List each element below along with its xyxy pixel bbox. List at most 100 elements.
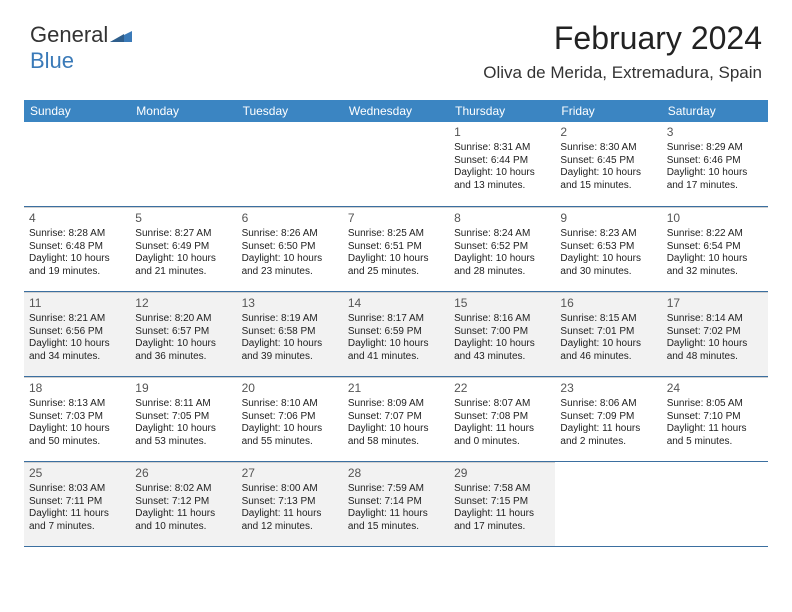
sunrise-line: Sunrise: 8:09 AM: [348, 398, 444, 411]
week-row: 18Sunrise: 8:13 AMSunset: 7:03 PMDayligh…: [24, 377, 768, 462]
sunset-line: Sunset: 7:03 PM: [29, 411, 125, 424]
sunset-line: Sunset: 7:01 PM: [560, 326, 656, 339]
sunset-line: Sunset: 6:51 PM: [348, 241, 444, 254]
day-number: 16: [560, 296, 656, 311]
daylight-line: Daylight: 10 hours and 39 minutes.: [242, 338, 338, 363]
day-cell-23: 23 Sunrise: 8:06 AMSunset: 7:09 PMDayligh…: [555, 377, 661, 461]
sunrise-line: Sunrise: 8:03 AM: [29, 483, 125, 496]
dow-saturday: Saturday: [662, 100, 768, 122]
sunset-line: Sunset: 6:46 PM: [667, 155, 763, 168]
sunrise-line: Sunrise: 8:28 AM: [29, 228, 125, 241]
day-number: 18: [29, 381, 125, 396]
day-number: 6: [242, 211, 338, 226]
day-cell-26: 26Sunrise: 8:02 AMSunset: 7:12 PMDayligh…: [130, 462, 236, 546]
day-cell-21: 21Sunrise: 8:09 AMSunset: 7:07 PMDayligh…: [343, 377, 449, 461]
sunrise-line: Sunrise: 8:20 AM: [135, 313, 231, 326]
daylight-line: Daylight: 10 hours and 58 minutes.: [348, 423, 444, 448]
day-cell-18: 18Sunrise: 8:13 AMSunset: 7:03 PMDayligh…: [24, 377, 130, 461]
logo-text-gray: General: [30, 22, 108, 47]
day-cell-24: 24Sunrise: 8:05 AMSunset: 7:10 PMDayligh…: [662, 377, 768, 461]
daylight-line: Daylight: 10 hours and 55 minutes.: [242, 423, 338, 448]
day-cell-9: 9Sunrise: 8:23 AMSunset: 6:53 PMDaylight…: [555, 207, 661, 291]
daylight-line: Daylight: 11 hours and 15 minutes.: [348, 508, 444, 533]
dow-tuesday: Tuesday: [237, 100, 343, 122]
daylight-line: Daylight: 10 hours and 48 minutes.: [667, 338, 763, 363]
sunset-line: Sunset: 7:11 PM: [29, 496, 125, 509]
header: General Blue February 2024 Oliva de Meri…: [0, 0, 792, 100]
sunset-line: Sunset: 6:58 PM: [242, 326, 338, 339]
daylight-line: Daylight: 10 hours and 25 minutes.: [348, 253, 444, 278]
daylight-line: Daylight: 11 hours and 2 minutes.: [560, 423, 656, 448]
sunrise-line: Sunrise: 8:23 AM: [560, 228, 656, 241]
sunset-line: Sunset: 6:56 PM: [29, 326, 125, 339]
day-number: 4: [29, 211, 125, 226]
day-number: 8: [454, 211, 550, 226]
day-cell-3: 3Sunrise: 8:29 AMSunset: 6:46 PMDaylight…: [662, 122, 768, 206]
sunset-line: Sunset: 7:12 PM: [135, 496, 231, 509]
day-cell-empty: [662, 462, 768, 546]
day-number: 3: [667, 125, 763, 140]
daylight-line: Daylight: 10 hours and 43 minutes.: [454, 338, 550, 363]
day-cell-27: 27Sunrise: 8:00 AMSunset: 7:13 PMDayligh…: [237, 462, 343, 546]
sunset-line: Sunset: 7:13 PM: [242, 496, 338, 509]
day-cell-1: 1Sunrise: 8:31 AMSunset: 6:44 PMDaylight…: [449, 122, 555, 206]
day-cell-5: 5Sunrise: 8:27 AMSunset: 6:49 PMDaylight…: [130, 207, 236, 291]
week-row: 25Sunrise: 8:03 AMSunset: 7:11 PMDayligh…: [24, 462, 768, 547]
sunrise-line: Sunrise: 8:07 AM: [454, 398, 550, 411]
sunrise-line: Sunrise: 8:30 AM: [560, 142, 656, 155]
day-number: 26: [135, 466, 231, 481]
daylight-line: Daylight: 10 hours and 21 minutes.: [135, 253, 231, 278]
day-cell-15: 15Sunrise: 8:16 AMSunset: 7:00 PMDayligh…: [449, 292, 555, 376]
days-of-week-header: SundayMondayTuesdayWednesdayThursdayFrid…: [24, 100, 768, 122]
sunrise-line: Sunrise: 8:06 AM: [560, 398, 656, 411]
day-cell-empty: [130, 122, 236, 206]
sunset-line: Sunset: 7:14 PM: [348, 496, 444, 509]
sunset-line: Sunset: 7:09 PM: [560, 411, 656, 424]
day-cell-20: 20Sunrise: 8:10 AMSunset: 7:06 PMDayligh…: [237, 377, 343, 461]
daylight-line: Daylight: 10 hours and 19 minutes.: [29, 253, 125, 278]
week-row: 4Sunrise: 8:28 AMSunset: 6:48 PMDaylight…: [24, 207, 768, 292]
day-cell-6: 6Sunrise: 8:26 AMSunset: 6:50 PMDaylight…: [237, 207, 343, 291]
daylight-line: Daylight: 11 hours and 5 minutes.: [667, 423, 763, 448]
day-cell-2: 2Sunrise: 8:30 AMSunset: 6:45 PMDaylight…: [555, 122, 661, 206]
sunrise-line: Sunrise: 8:25 AM: [348, 228, 444, 241]
daylight-line: Daylight: 10 hours and 13 minutes.: [454, 167, 550, 192]
day-number: 17: [667, 296, 763, 311]
dow-friday: Friday: [555, 100, 661, 122]
daylight-line: Daylight: 10 hours and 28 minutes.: [454, 253, 550, 278]
day-number: 28: [348, 466, 444, 481]
day-number: 23: [560, 381, 656, 396]
day-cell-16: 16 Sunrise: 8:15 AMSunset: 7:01 PMDayligh…: [555, 292, 661, 376]
sunrise-line: Sunrise: 8:24 AM: [454, 228, 550, 241]
daylight-line: Daylight: 10 hours and 50 minutes.: [29, 423, 125, 448]
sunrise-line: Sunrise: 8:02 AM: [135, 483, 231, 496]
title-block: February 2024 Oliva de Merida, Extremadu…: [483, 20, 762, 83]
dow-wednesday: Wednesday: [343, 100, 449, 122]
day-number: 22: [454, 381, 550, 396]
daylight-line: Daylight: 10 hours and 41 minutes.: [348, 338, 444, 363]
daylight-line: Daylight: 10 hours and 53 minutes.: [135, 423, 231, 448]
day-number: 7: [348, 211, 444, 226]
sunset-line: Sunset: 7:07 PM: [348, 411, 444, 424]
day-number: 19: [135, 381, 231, 396]
daylight-line: Daylight: 10 hours and 46 minutes.: [560, 338, 656, 363]
daylight-line: Daylight: 11 hours and 0 minutes.: [454, 423, 550, 448]
sunrise-line: Sunrise: 8:27 AM: [135, 228, 231, 241]
sunrise-line: Sunrise: 8:00 AM: [242, 483, 338, 496]
dow-sunday: Sunday: [24, 100, 130, 122]
day-cell-11: 11Sunrise: 8:21 AMSunset: 6:56 PMDayligh…: [24, 292, 130, 376]
sunrise-line: Sunrise: 7:58 AM: [454, 483, 550, 496]
sunset-line: Sunset: 6:54 PM: [667, 241, 763, 254]
day-number: 13: [242, 296, 338, 311]
day-number: 29: [454, 466, 550, 481]
day-cell-empty: [237, 122, 343, 206]
day-cell-empty: [343, 122, 449, 206]
day-number: 24: [667, 381, 763, 396]
dow-thursday: Thursday: [449, 100, 555, 122]
sunrise-line: Sunrise: 8:15 AM: [560, 313, 656, 326]
sunrise-line: Sunrise: 8:19 AM: [242, 313, 338, 326]
day-cell-17: 17Sunrise: 8:14 AMSunset: 7:02 PMDayligh…: [662, 292, 768, 376]
sunrise-line: Sunrise: 8:05 AM: [667, 398, 763, 411]
day-number: 5: [135, 211, 231, 226]
sunset-line: Sunset: 6:57 PM: [135, 326, 231, 339]
